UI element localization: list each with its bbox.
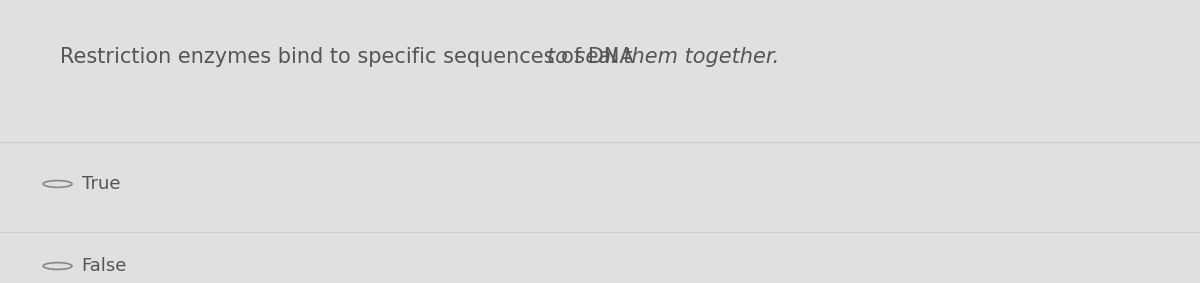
- Text: to seal them together.: to seal them together.: [547, 47, 780, 67]
- Text: Restriction enzymes bind to specific sequences of DNA: Restriction enzymes bind to specific seq…: [60, 47, 641, 67]
- Text: False: False: [82, 257, 127, 275]
- Text: True: True: [82, 175, 120, 193]
